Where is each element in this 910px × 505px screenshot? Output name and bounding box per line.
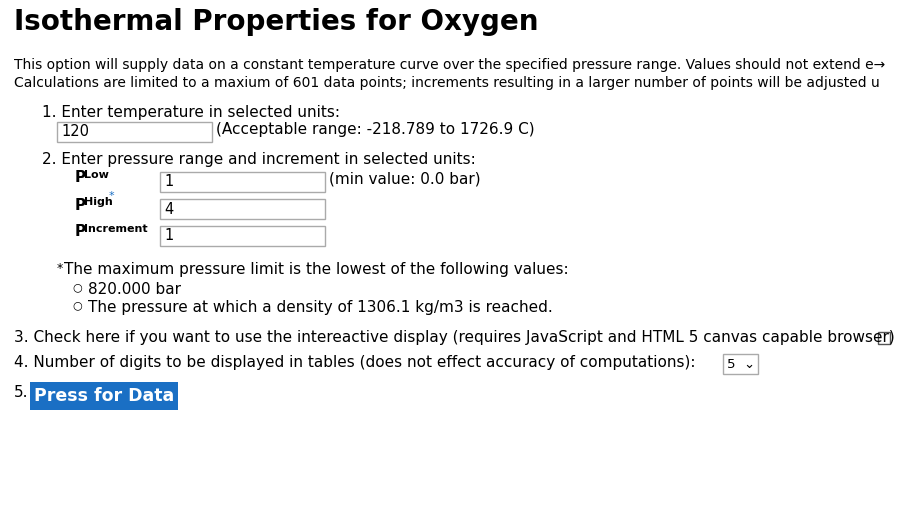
FancyBboxPatch shape (878, 332, 890, 344)
Text: Low: Low (84, 170, 109, 180)
Text: Calculations are limited to a maxium of 601 data points; increments resulting in: Calculations are limited to a maxium of … (14, 76, 880, 90)
Text: 120: 120 (61, 125, 89, 139)
Text: 820.000 bar: 820.000 bar (88, 282, 181, 297)
Text: 3. Check here if you want to use the intereactive display (requires JavaScript a: 3. Check here if you want to use the int… (14, 330, 895, 345)
Text: ○: ○ (72, 300, 82, 310)
Text: 1. Enter temperature in selected units:: 1. Enter temperature in selected units: (42, 105, 340, 120)
FancyBboxPatch shape (160, 172, 325, 192)
FancyBboxPatch shape (30, 382, 178, 410)
Text: P: P (75, 225, 86, 239)
Text: 4: 4 (164, 201, 173, 217)
Text: *: * (109, 191, 115, 201)
Text: The pressure at which a density of 1306.1 kg/m3 is reached.: The pressure at which a density of 1306.… (88, 300, 552, 315)
Text: 4. Number of digits to be displayed in tables (does not effect accuracy of compu: 4. Number of digits to be displayed in t… (14, 355, 695, 370)
Text: Isothermal Properties for Oxygen: Isothermal Properties for Oxygen (14, 8, 539, 36)
FancyBboxPatch shape (57, 122, 212, 142)
FancyBboxPatch shape (723, 354, 758, 374)
Text: 5  ⌄: 5 ⌄ (727, 358, 755, 371)
Text: (min value: 0.0 bar): (min value: 0.0 bar) (329, 172, 480, 187)
Text: The maximum pressure limit is the lowest of the following values:: The maximum pressure limit is the lowest… (64, 262, 569, 277)
Text: Increment: Increment (84, 224, 147, 234)
Text: P: P (75, 197, 86, 213)
Text: 2. Enter pressure range and increment in selected units:: 2. Enter pressure range and increment in… (42, 152, 476, 167)
Text: P: P (75, 171, 86, 185)
FancyBboxPatch shape (160, 226, 325, 246)
Text: 1: 1 (164, 228, 173, 243)
Text: *: * (57, 262, 64, 275)
FancyBboxPatch shape (160, 199, 325, 219)
Text: ○: ○ (72, 282, 82, 292)
Text: 5.: 5. (14, 385, 28, 400)
Text: This option will supply data on a constant temperature curve over the specified : This option will supply data on a consta… (14, 58, 885, 72)
Text: 1: 1 (164, 175, 173, 189)
Text: High: High (84, 197, 113, 207)
Text: (Acceptable range: -218.789 to 1726.9 C): (Acceptable range: -218.789 to 1726.9 C) (216, 122, 535, 137)
Text: Press for Data: Press for Data (34, 387, 174, 405)
